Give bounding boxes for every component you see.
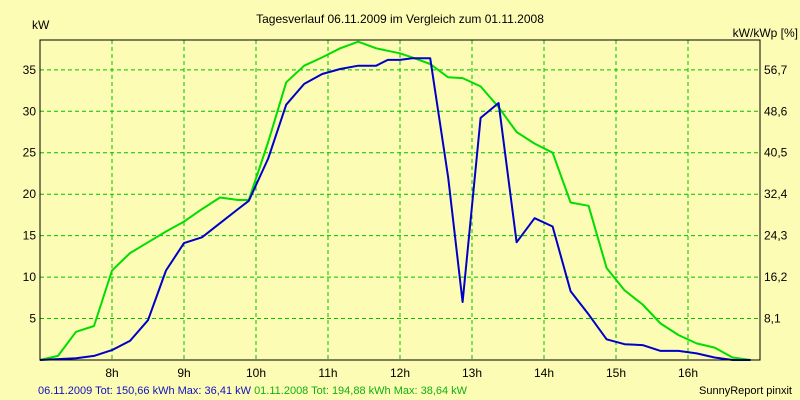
x-tick-label: 13h [462, 366, 482, 380]
series-line [39, 57, 751, 361]
y2-tick-label: 40,5 [764, 146, 788, 160]
grid-lines [40, 40, 760, 360]
y-tick-label: 5 [29, 312, 36, 326]
axis-tick-labels: 8h 9h 10h 11h 12h 13h 14h 15h 16h 5 8,1 10 16,2 15 24,… [23, 63, 788, 380]
y2-tick-label: 16,2 [764, 270, 788, 284]
y2-tick-label: 8,1 [764, 312, 781, 326]
y2-tick-label: 24,3 [764, 229, 788, 243]
plot-frame [39, 39, 761, 361]
left-axis-unit: kW [32, 18, 50, 32]
chart-title: Tagesverlauf 06.11.2009 im Vergleich zum… [256, 12, 544, 26]
x-tick-label: 15h [606, 366, 626, 380]
y-tick-label: 35 [23, 63, 37, 77]
x-tick-label: 8h [105, 366, 118, 380]
y2-tick-label: 56,7 [764, 63, 788, 77]
x-tick-label: 11h [318, 366, 337, 380]
series-line [39, 40, 751, 361]
y-tick-label: 30 [23, 104, 37, 118]
x-tick-label: 16h [678, 366, 698, 380]
x-tick-label: 10h [246, 366, 266, 380]
y2-tick-label: 48,6 [764, 104, 788, 118]
y-tick-label: 10 [23, 270, 37, 284]
series-2008-summary: 01.11.2008 Tot: 194,88 kWh Max: 38,64 kW [254, 385, 468, 397]
series-lines [39, 40, 751, 361]
series-2009-summary: 06.11.2009 Tot: 150,66 kWh Max: 36,41 kW [38, 385, 251, 397]
y2-tick-label: 32,4 [764, 187, 788, 201]
x-tick-label: 14h [534, 366, 554, 380]
y-tick-label: 15 [23, 229, 37, 243]
footer-summary: 06.11.2009 Tot: 150,66 kWh Max: 36,41 kW… [38, 385, 467, 397]
right-axis-unit: kW/kWp [%] [733, 26, 798, 40]
y-tick-label: 20 [23, 187, 37, 201]
y-tick-label: 25 [23, 146, 37, 160]
brand-label: SunnyReport pinxit [699, 385, 792, 397]
x-tick-label: 12h [390, 366, 410, 380]
x-tick-label: 9h [177, 366, 190, 380]
